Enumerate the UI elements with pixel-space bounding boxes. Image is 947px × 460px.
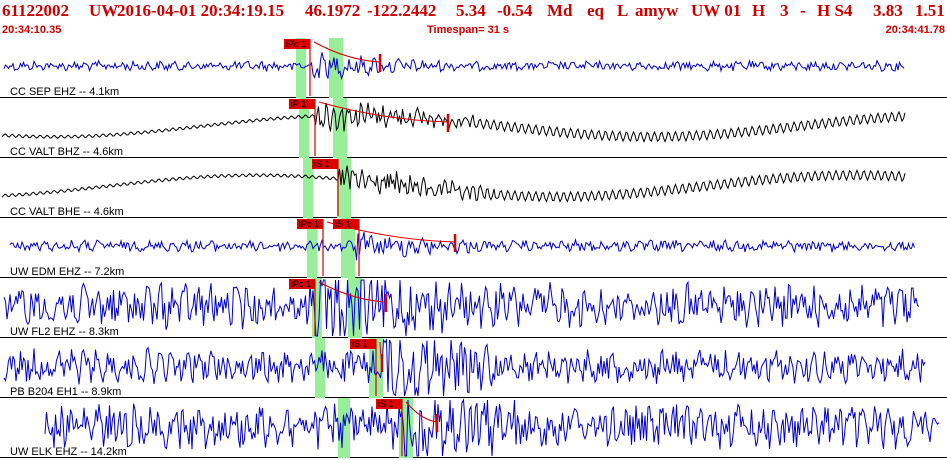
event-quality: H S4 — [817, 1, 853, 20]
event-h: H — [752, 1, 766, 20]
event-dash: - — [800, 1, 806, 20]
coda-curve — [318, 281, 387, 303]
event-magnitude: -0.54 — [497, 1, 533, 20]
event-locator: L — [617, 1, 629, 20]
phase-window — [338, 398, 350, 458]
trace-label: CC VALT BHZ -- 4.6km — [10, 146, 123, 158]
coda-curve — [326, 221, 456, 243]
event-val2: 1.51 — [915, 1, 945, 20]
event-h-num: 3 — [780, 1, 789, 20]
phase-window — [341, 218, 355, 278]
pick-marker[interactable] — [284, 39, 310, 49]
waveform-trace — [3, 52, 905, 81]
event-latitude: 46.1972 — [305, 1, 361, 20]
waveform-trace — [1, 102, 906, 143]
pick-marker[interactable] — [376, 399, 402, 409]
event-datetime: 2016-04-01 20:34:19.15 — [117, 1, 285, 20]
pick-label: iS 1 — [314, 159, 330, 169]
trace-label: CC VALT BHE -- 4.6km — [10, 206, 124, 218]
waveform-trace — [9, 231, 915, 261]
pick-marker[interactable] — [289, 99, 315, 109]
event-longitude: -122.2442 — [367, 1, 437, 20]
phase-window — [312, 278, 322, 338]
pick-label: iS 1 — [335, 219, 351, 229]
timespan-label: Timespan= 31 s — [427, 24, 510, 36]
pick-label: iP 1 — [291, 99, 306, 109]
time-axis-header: 20:34:10.35 Timespan= 31 s 20:34:41.78 — [0, 22, 947, 38]
event-id: 61122002 — [2, 1, 70, 20]
phase-window — [296, 38, 306, 98]
event-summary-header: 61122002 UW 2016-04-01 20:34:19.15 46.19… — [0, 0, 947, 22]
pick-label: iS 1 — [378, 399, 394, 409]
event-val1: 3.83 — [873, 1, 903, 20]
phase-window — [333, 98, 347, 158]
start-time: 20:34:10.35 — [2, 24, 62, 36]
pick-label: iPc 1 — [299, 219, 319, 229]
trace-label: UW ELK EHZ -- 14.2km — [10, 446, 127, 458]
coda-curve — [313, 41, 381, 63]
trace-label: UW FL2 EHZ -- 8.3km — [10, 326, 119, 338]
pick-marker[interactable] — [289, 279, 315, 289]
trace-label: PB B204 EH1 -- 8.9km — [10, 386, 121, 398]
pick-label: iPc 1 — [291, 279, 311, 289]
pick-label: iPc 1 — [286, 39, 306, 49]
event-depth: 5.34 — [456, 1, 486, 20]
seismogram-panel: iPc 1 CC SEP EHZ -- 4.1km iP 1 CC VALT BHZ … — [0, 38, 947, 458]
trace-label: UW EDM EHZ -- 7.2km — [10, 266, 124, 278]
event-analyst: amyw — [635, 1, 679, 20]
pick-label: iS 1 — [352, 339, 368, 349]
phase-window — [299, 98, 309, 158]
phase-window — [337, 158, 351, 218]
trace-label: CC SEP EHZ -- 4.1km — [10, 86, 119, 98]
event-mag-type: Md — [547, 1, 573, 20]
waveform-trace — [3, 279, 920, 337]
pick-marker[interactable] — [350, 339, 376, 349]
event-agency: UW 01 — [691, 1, 742, 20]
phase-window — [303, 158, 313, 218]
waveform-trace — [44, 398, 940, 457]
pick-marker[interactable] — [297, 219, 323, 229]
event-network: UW — [89, 1, 119, 20]
event-type: eq — [587, 1, 604, 20]
pick-marker[interactable] — [312, 159, 338, 169]
waveform-trace — [1, 165, 906, 203]
pick-marker[interactable] — [333, 219, 359, 229]
coda-curve — [405, 401, 438, 423]
phase-window — [307, 218, 317, 278]
coda-curve — [318, 101, 449, 123]
phase-window — [315, 338, 325, 398]
waveform-trace — [3, 338, 926, 397]
end-time: 20:34:41.78 — [885, 24, 945, 36]
